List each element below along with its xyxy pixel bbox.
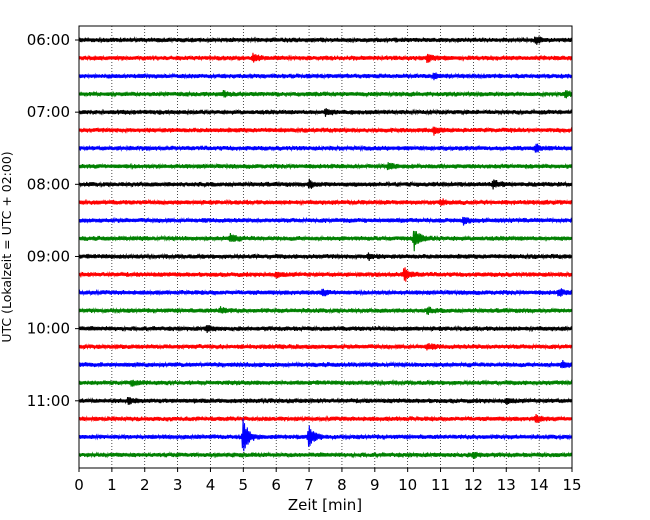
y-axis-label: UTC (Lokalzeit = UTC + 02:00) xyxy=(0,151,14,342)
x-axis-label: Zeit [min] xyxy=(288,496,362,514)
x-tick-label: 8 xyxy=(337,476,347,494)
x-tick-label: 3 xyxy=(173,476,183,494)
y-axis-ticks: 06:00 07:00 08:00 09:00 10:00 11:00 xyxy=(27,31,79,410)
y-tick-label: 09:00 xyxy=(27,247,70,265)
x-tick-label: 2 xyxy=(140,476,150,494)
y-tick-label: 11:00 xyxy=(27,392,70,410)
trace-line xyxy=(78,379,573,387)
trace-line xyxy=(78,413,573,423)
trace-line xyxy=(78,36,573,45)
seismogram-traces xyxy=(78,36,573,459)
trace-line xyxy=(78,396,573,405)
x-tick-label: 11 xyxy=(431,476,450,494)
trace-line xyxy=(78,143,573,153)
axes xyxy=(78,25,573,469)
x-axis-ticks: 0 1 2 3 4 5 6 7 8 9 10 11 12 13 14 15 xyxy=(74,468,582,494)
trace-line xyxy=(78,126,573,136)
x-tick-label: 13 xyxy=(497,476,516,494)
trace-line xyxy=(78,324,573,333)
x-tick-label: 1 xyxy=(107,476,117,494)
x-tick-label: 14 xyxy=(530,476,549,494)
trace-line xyxy=(78,252,573,262)
trace-line xyxy=(78,230,573,252)
x-tick-label: 9 xyxy=(370,476,380,494)
x-tick-label: 15 xyxy=(562,476,581,494)
trace-line xyxy=(78,216,573,226)
trace-line xyxy=(78,451,573,459)
y-tick-label: 10:00 xyxy=(27,320,70,338)
trace-line xyxy=(78,306,573,316)
trace-line xyxy=(78,108,573,117)
trace-line xyxy=(78,89,573,99)
trace-line xyxy=(78,418,573,452)
trace-line xyxy=(78,198,573,207)
x-tick-label: 0 xyxy=(74,476,84,494)
trace-line xyxy=(78,360,573,369)
y-tick-label: 07:00 xyxy=(27,103,70,121)
trace-line xyxy=(78,288,573,297)
trace-line xyxy=(78,72,573,81)
x-tick-label: 7 xyxy=(304,476,314,494)
x-tick-label: 5 xyxy=(239,476,249,494)
trace-line xyxy=(78,52,573,63)
trace-line xyxy=(78,342,573,351)
trace-line xyxy=(78,178,573,190)
x-tick-label: 6 xyxy=(271,476,281,494)
x-tick-label: 12 xyxy=(464,476,483,494)
trace-line xyxy=(78,162,573,171)
y-tick-label: 08:00 xyxy=(27,175,70,193)
x-tick-label: 10 xyxy=(398,476,417,494)
axes-frame xyxy=(78,25,573,469)
trace-line xyxy=(78,267,573,282)
x-tick-label: 4 xyxy=(206,476,216,494)
y-tick-label: 06:00 xyxy=(27,31,70,49)
